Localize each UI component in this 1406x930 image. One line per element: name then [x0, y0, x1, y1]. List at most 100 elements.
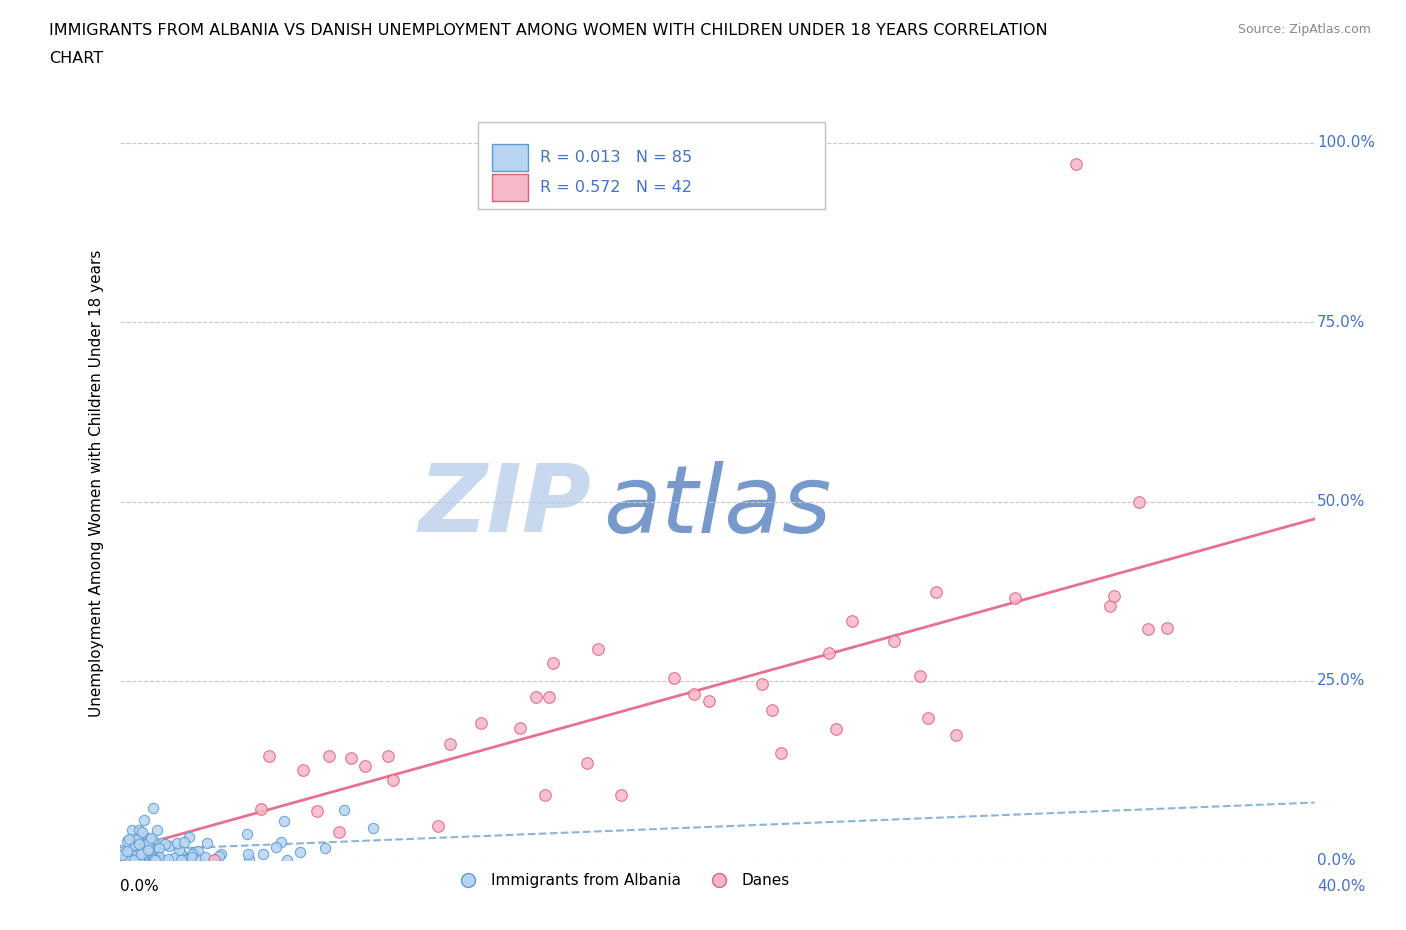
Point — [575, 756, 598, 771]
Point — [470, 715, 492, 730]
Point — [177, 830, 200, 844]
Point — [129, 846, 152, 861]
Text: 100.0%: 100.0% — [1317, 136, 1375, 151]
Point — [328, 824, 350, 839]
Point — [138, 835, 160, 850]
Point — [128, 851, 150, 866]
Point — [173, 835, 195, 850]
Text: ZIP: ZIP — [419, 460, 592, 552]
Point — [238, 847, 260, 862]
Point — [143, 842, 166, 857]
Text: atlas: atlas — [603, 460, 832, 551]
Point — [538, 689, 561, 704]
Point — [122, 837, 145, 852]
Point — [883, 633, 905, 648]
Point — [125, 831, 148, 846]
Point — [128, 852, 150, 867]
Point — [120, 850, 142, 865]
Point — [824, 722, 846, 737]
Point — [136, 830, 159, 845]
Text: 25.0%: 25.0% — [1317, 673, 1365, 688]
Point — [945, 727, 967, 742]
Point — [187, 844, 209, 858]
Point — [363, 820, 385, 835]
Text: R = 0.013   N = 85: R = 0.013 N = 85 — [540, 150, 692, 165]
Point — [142, 851, 165, 866]
Point — [1156, 620, 1178, 635]
Point — [121, 822, 143, 837]
Point — [908, 669, 931, 684]
Point — [142, 849, 165, 864]
Point — [339, 751, 361, 766]
Point — [318, 749, 340, 764]
Point — [276, 852, 298, 867]
Point — [188, 853, 211, 868]
Point — [1004, 591, 1026, 605]
Point — [439, 737, 461, 751]
Point — [270, 834, 292, 849]
Point — [250, 802, 273, 817]
Point — [128, 837, 150, 852]
Point — [148, 841, 170, 856]
Point — [610, 788, 633, 803]
Point — [138, 843, 160, 857]
Point — [112, 853, 135, 868]
Point — [125, 830, 148, 845]
Point — [252, 847, 274, 862]
Point — [1137, 621, 1160, 636]
Point — [115, 844, 138, 858]
Point — [150, 853, 173, 868]
Point — [114, 851, 136, 866]
Point — [132, 851, 155, 866]
Point — [148, 849, 170, 864]
Point — [108, 844, 131, 859]
Point — [167, 843, 190, 857]
Point — [288, 844, 311, 859]
Point — [194, 849, 217, 864]
Point — [141, 853, 163, 868]
Text: 0.0%: 0.0% — [120, 879, 159, 894]
Point — [238, 852, 260, 867]
Point — [697, 694, 720, 709]
Point — [377, 749, 399, 764]
Point — [146, 823, 169, 838]
Point — [761, 702, 783, 717]
Point — [157, 839, 180, 854]
Point — [586, 641, 609, 656]
Point — [209, 847, 232, 862]
Point — [236, 827, 259, 842]
Point — [156, 851, 179, 866]
Point — [427, 818, 450, 833]
Point — [818, 646, 841, 661]
Y-axis label: Unemployment Among Women with Children Under 18 years: Unemployment Among Women with Children U… — [89, 250, 104, 717]
Point — [925, 585, 948, 600]
Point — [148, 852, 170, 867]
Point — [354, 759, 377, 774]
Point — [117, 833, 139, 848]
Point — [134, 850, 156, 865]
Point — [273, 814, 295, 829]
Point — [122, 853, 145, 868]
Text: CHART: CHART — [49, 51, 103, 66]
Point — [131, 825, 153, 840]
Text: R = 0.572   N = 42: R = 0.572 N = 42 — [540, 180, 692, 195]
Point — [138, 839, 160, 854]
Point — [162, 851, 184, 866]
Text: Source: ZipAtlas.com: Source: ZipAtlas.com — [1237, 23, 1371, 36]
Point — [170, 853, 193, 868]
Point — [1102, 589, 1125, 604]
Point — [174, 853, 197, 868]
Point — [305, 804, 328, 818]
Text: 75.0%: 75.0% — [1317, 314, 1365, 329]
Text: 0.0%: 0.0% — [1317, 853, 1355, 868]
Point — [917, 711, 939, 725]
Point — [128, 822, 150, 837]
Point — [541, 656, 564, 671]
Point — [138, 832, 160, 847]
Point — [183, 844, 205, 859]
Point — [332, 803, 354, 817]
Point — [662, 671, 685, 685]
Point — [381, 773, 404, 788]
Text: 50.0%: 50.0% — [1317, 494, 1365, 509]
Point — [143, 853, 166, 868]
